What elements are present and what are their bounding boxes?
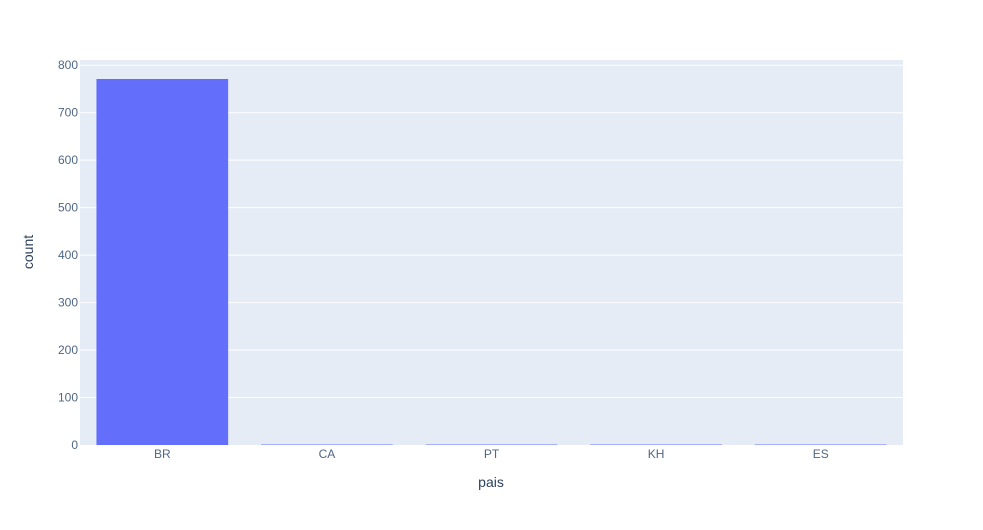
y-tick-label: 300 [58,296,78,310]
y-tick-label: 400 [58,248,78,262]
x-tick-label: ES [813,447,829,461]
x-tick-label: CA [319,447,336,461]
x-tick-label: KH [648,447,665,461]
bar-kh[interactable] [590,445,722,446]
y-tick-label: 600 [58,153,78,167]
y-tick-label: 200 [58,343,78,357]
x-tick-label: PT [484,447,500,461]
y-axis-ticks: 0 100 200 300 400 500 600 700 800 [58,58,78,452]
y-tick-label: 0 [71,438,78,452]
y-axis-title: count [20,235,36,269]
x-axis-ticks: BR CA PT KH ES [154,447,829,461]
y-tick-label: 100 [58,391,78,405]
bar-pt[interactable] [426,445,558,446]
bar-ca[interactable] [261,445,393,446]
y-tick-label: 500 [58,201,78,215]
bar-br[interactable] [96,79,228,445]
y-tick-label: 700 [58,106,78,120]
x-axis-title: pais [478,474,504,490]
bar-es[interactable] [755,445,887,446]
x-tick-label: BR [154,447,171,461]
y-tick-label: 800 [58,58,78,72]
